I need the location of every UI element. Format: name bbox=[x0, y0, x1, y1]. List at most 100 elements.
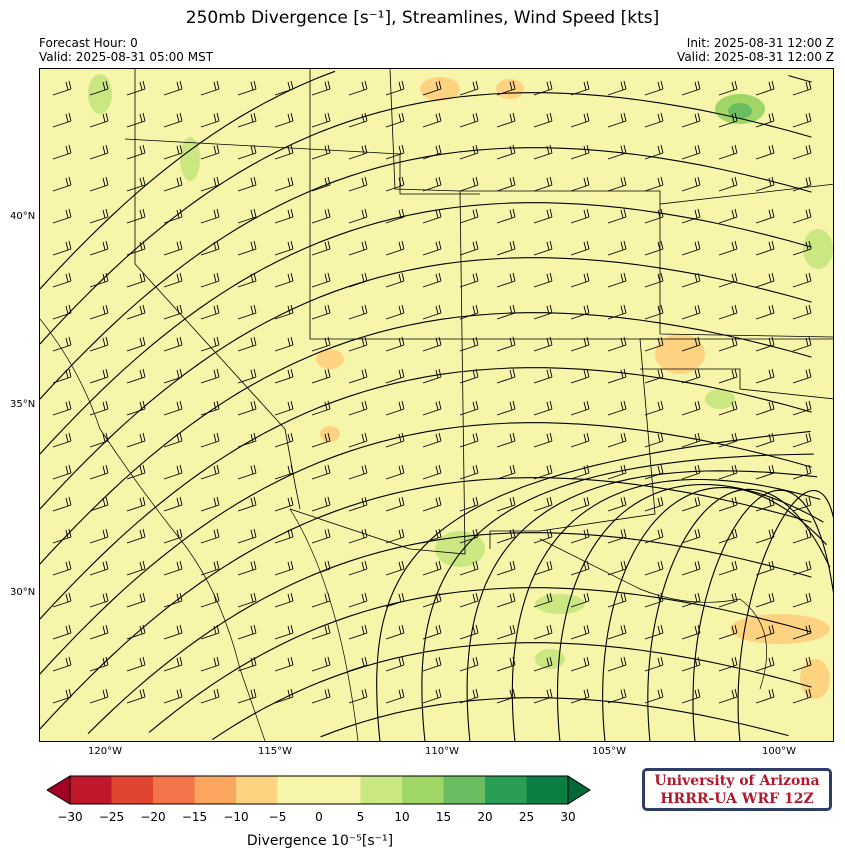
wind-barb bbox=[533, 240, 553, 256]
wind-barb bbox=[533, 304, 553, 320]
divergence-area bbox=[320, 426, 340, 442]
valid-local: Valid: 2025-08-31 05:00 MST bbox=[39, 50, 214, 64]
wind-barb bbox=[533, 432, 553, 448]
state-border bbox=[289, 190, 466, 555]
wind-barb bbox=[533, 112, 553, 128]
wind-barb bbox=[792, 208, 812, 224]
wind-barb bbox=[459, 464, 479, 480]
divergence-area bbox=[655, 334, 705, 374]
wind-barb bbox=[126, 688, 146, 704]
wind-barb bbox=[200, 432, 220, 448]
wind-barb bbox=[52, 240, 72, 256]
wind-barb bbox=[792, 240, 812, 256]
wind-barb bbox=[607, 496, 627, 512]
wind-barb bbox=[496, 464, 516, 480]
streamline bbox=[40, 147, 812, 400]
wind-barb bbox=[200, 368, 220, 384]
wind-barb bbox=[792, 496, 812, 512]
wind-barb bbox=[274, 368, 294, 384]
wind-barb bbox=[570, 80, 590, 96]
wind-barb bbox=[422, 656, 442, 672]
wind-barb bbox=[644, 400, 664, 416]
wind-barb bbox=[570, 272, 590, 288]
wind-barb bbox=[570, 368, 590, 384]
wind-barb bbox=[422, 368, 442, 384]
wind-barb bbox=[792, 176, 812, 192]
wind-barb bbox=[348, 496, 368, 512]
wind-barb bbox=[496, 336, 516, 352]
wind-barb bbox=[126, 464, 146, 480]
streamline bbox=[647, 488, 831, 741]
wind-barb bbox=[755, 432, 775, 448]
divergence-area bbox=[730, 614, 830, 644]
wind-barb bbox=[681, 592, 701, 608]
wind-barb bbox=[200, 240, 220, 256]
wind-barb bbox=[89, 464, 109, 480]
divergence-area bbox=[535, 649, 565, 669]
wind-barb bbox=[792, 464, 812, 480]
wind-barb bbox=[422, 176, 442, 192]
wind-barb bbox=[126, 336, 146, 352]
wind-barb bbox=[274, 624, 294, 640]
wind-barb bbox=[644, 464, 664, 480]
wind-barb bbox=[607, 592, 627, 608]
wind-barb bbox=[311, 400, 331, 416]
wind-barb bbox=[89, 240, 109, 256]
wind-barb bbox=[311, 240, 331, 256]
wind-barb bbox=[718, 688, 738, 704]
colorbar-tick: 10 bbox=[394, 810, 410, 824]
wind-barb bbox=[570, 560, 590, 576]
wind-barb bbox=[681, 464, 701, 480]
wind-barb bbox=[607, 304, 627, 320]
wind-barb bbox=[459, 656, 479, 672]
wind-barb bbox=[348, 368, 368, 384]
wind-barb bbox=[459, 368, 479, 384]
chart-title: 250mb Divergence [s⁻¹], Streamlines, Win… bbox=[185, 8, 660, 28]
wind-barb bbox=[274, 432, 294, 448]
wind-barb bbox=[274, 112, 294, 128]
wind-barb bbox=[89, 656, 109, 672]
streamline bbox=[320, 697, 789, 738]
wind-barb bbox=[570, 304, 590, 320]
logo: University of Arizona HRRR-UA WRF 12Z bbox=[642, 768, 832, 811]
colorbar-segment bbox=[236, 776, 278, 804]
wind-barb bbox=[755, 368, 775, 384]
wind-barb bbox=[200, 336, 220, 352]
wind-barb bbox=[200, 208, 220, 224]
wind-barb bbox=[163, 80, 183, 96]
wind-barb bbox=[570, 624, 590, 640]
wind-barb bbox=[348, 304, 368, 320]
wind-barb bbox=[52, 560, 72, 576]
streamline bbox=[40, 477, 812, 730]
wind-barb bbox=[422, 400, 442, 416]
wind-barb bbox=[200, 560, 220, 576]
wind-barb bbox=[385, 464, 405, 480]
wind-barb bbox=[274, 400, 294, 416]
wind-barb bbox=[422, 240, 442, 256]
wind-barb bbox=[570, 432, 590, 448]
valid-utc: Valid: 2025-08-31 12:00 Z bbox=[677, 50, 834, 64]
wind-barb bbox=[570, 144, 590, 160]
lat-label: 35°N bbox=[10, 399, 36, 410]
colorbar-segment bbox=[402, 776, 444, 804]
wind-barb bbox=[274, 272, 294, 288]
wind-barb bbox=[718, 240, 738, 256]
wind-barb bbox=[681, 208, 701, 224]
wind-barb bbox=[422, 624, 442, 640]
wind-barb bbox=[607, 208, 627, 224]
wind-barb bbox=[644, 688, 664, 704]
wind-barb bbox=[607, 240, 627, 256]
wind-barb bbox=[52, 304, 72, 320]
wind-barb bbox=[311, 688, 331, 704]
wind-barb bbox=[496, 432, 516, 448]
wind-barb bbox=[792, 592, 812, 608]
wind-barb bbox=[163, 240, 183, 256]
wind-barb bbox=[533, 592, 553, 608]
colorbar-tick: −15 bbox=[181, 810, 208, 824]
wind-barb bbox=[237, 304, 257, 320]
wind-barb bbox=[681, 240, 701, 256]
wind-barb bbox=[237, 528, 257, 544]
divergence-area bbox=[535, 594, 585, 614]
wind-barb bbox=[792, 528, 812, 544]
wind-barb bbox=[533, 272, 553, 288]
